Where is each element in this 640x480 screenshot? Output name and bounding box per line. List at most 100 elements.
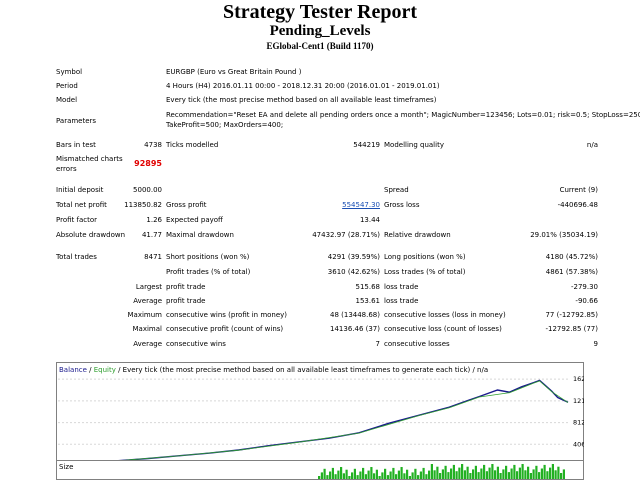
relative-drawdown-label: Relative drawdown [384, 231, 451, 239]
short-positions-value: 4291 (39.59%) [327, 253, 380, 261]
bars-value: 4738 [144, 141, 162, 149]
equity-line [57, 380, 569, 464]
maximal-loss-value: -12792.85 (77) [545, 325, 598, 333]
size-bar [524, 470, 527, 479]
size-bar [370, 467, 373, 479]
largest-loss-label: loss trade [384, 283, 419, 291]
size-bar [538, 472, 541, 479]
size-bar [521, 464, 524, 479]
size-bar [458, 467, 461, 479]
maximal-drawdown-value: 47432.97 (28.71%) [312, 231, 380, 239]
size-bar [535, 465, 538, 479]
maximal-profit-value: 14136.46 (37) [330, 325, 380, 333]
size-bar [472, 469, 475, 479]
total-trades-label: Total trades [56, 253, 97, 261]
size-bar [392, 467, 395, 479]
parameters-line-1: Recommendation="Reset EA and delete all … [166, 111, 640, 119]
size-bar [425, 474, 428, 479]
y-tick-label: 121807 [573, 397, 584, 405]
broker-build: EGlobal-Cent1 (Build 1170) [266, 41, 374, 51]
quality-value: n/a [586, 141, 598, 149]
spread-value: Current (9) [559, 186, 598, 194]
avg-cons-wins-value: 7 [375, 340, 380, 348]
legend-rest: / Every tick (the most precise method ba… [116, 366, 488, 374]
maximum-label: Maximum [127, 311, 163, 319]
average-profit-value: 153.61 [355, 297, 381, 305]
size-bar [373, 473, 376, 479]
size-bar [348, 476, 351, 479]
net-profit-label: Total net profit [56, 201, 107, 209]
symbol-value: EURGBP (Euro vs Great Britain Pound ) [166, 68, 302, 76]
max-cons-wins-value: 48 (13448.68) [330, 311, 380, 319]
average-loss-value: -90.66 [575, 297, 598, 305]
ticks-value: 544219 [353, 141, 380, 149]
maximal-profit-label: consecutive profit (count of wins) [166, 325, 284, 333]
expected-payoff-value: 13.44 [359, 216, 380, 224]
size-bar [557, 466, 560, 479]
size-bar [474, 465, 477, 479]
size-bar [441, 469, 444, 479]
size-bar [351, 472, 354, 479]
symbol-label: Symbol [56, 68, 83, 76]
bars-label: Bars in test [56, 141, 96, 149]
size-bar [477, 472, 480, 479]
gross-profit-link[interactable]: 554547.30 [342, 201, 380, 209]
maximal-drawdown-label: Maximal drawdown [166, 231, 234, 239]
size-bar [414, 468, 417, 479]
size-bar [540, 468, 543, 479]
long-positions-value: 4180 (45.72%) [545, 253, 598, 261]
size-bar [444, 465, 447, 479]
mismatch-label: Mismatched charts [56, 155, 123, 163]
average-cons-label: Average [133, 340, 162, 348]
average-loss-label: loss trade [384, 297, 419, 305]
chart-frame [56, 362, 584, 470]
size-bar [513, 464, 516, 479]
size-panel: Size [56, 460, 584, 480]
size-bar [560, 473, 563, 479]
size-bar [549, 467, 552, 479]
size-bar [505, 465, 508, 479]
avg-cons-losses-label: consecutive losses [384, 340, 450, 348]
size-bar [546, 471, 549, 479]
size-bar [554, 470, 557, 479]
absolute-drawdown-label: Absolute drawdown [56, 231, 126, 239]
period-label: Period [56, 82, 78, 90]
profit-trades-label: Profit trades (% of total) [166, 268, 251, 276]
size-bar [562, 469, 565, 479]
size-bar [419, 471, 422, 479]
size-bar [329, 471, 332, 479]
report-title: Strategy Tester Report [222, 1, 418, 23]
expected-payoff-label: Expected payoff [166, 216, 223, 224]
y-tick-label: 162409 [573, 375, 584, 383]
size-bar [318, 476, 321, 479]
legend-sep: / [87, 366, 94, 374]
max-cons-wins-label: consecutive wins (profit in money) [166, 311, 288, 319]
model-label: Model [56, 96, 78, 104]
parameters-label: Parameters [56, 117, 97, 125]
size-bar [408, 476, 411, 479]
net-profit-value: 113850.82 [124, 201, 162, 209]
size-bar [480, 468, 483, 479]
size-bar [496, 466, 499, 479]
size-bar [510, 468, 513, 479]
size-bar [362, 467, 365, 479]
size-bar [433, 470, 436, 479]
size-bar [450, 468, 453, 479]
size-bar [436, 466, 439, 479]
size-bar [406, 469, 409, 479]
size-bar [527, 466, 530, 479]
short-positions-label: Short positions (won %) [166, 253, 250, 261]
size-bar [439, 473, 442, 479]
average-profit-label: profit trade [166, 297, 206, 305]
size-bar [400, 467, 403, 479]
size-bar [494, 470, 497, 479]
max-cons-losses-value: 77 (-12792.85) [545, 311, 598, 319]
size-bar [359, 471, 362, 479]
size-bar [543, 464, 546, 479]
max-cons-losses-label: consecutive losses (loss in money) [384, 311, 506, 319]
size-bar [397, 470, 400, 479]
chart-legend: Balance / Equity / Every tick (the most … [59, 366, 488, 374]
size-bar [430, 464, 433, 479]
size-bar [455, 471, 458, 479]
size-bar [334, 474, 337, 479]
